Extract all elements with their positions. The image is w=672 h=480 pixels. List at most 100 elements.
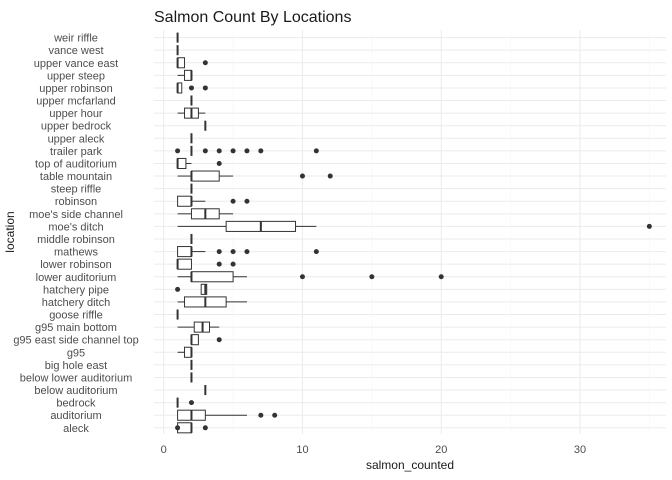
boxplot-group	[177, 346, 193, 358]
y-tick-label: upper mcfarland	[36, 96, 116, 108]
outlier-point	[202, 148, 208, 154]
y-tick-label: steep riffle	[51, 184, 102, 196]
outlier-point	[175, 425, 181, 431]
outlier-point	[188, 85, 194, 91]
grid-lines	[154, 30, 666, 434]
x-tick-label: 20	[435, 444, 447, 456]
y-tick-label: g95 east side channel top	[13, 335, 138, 347]
x-axis-tick-labels: 0 10 20 30	[161, 444, 586, 456]
iqr-box	[177, 258, 192, 270]
boxplot-group	[176, 397, 194, 408]
y-tick-label: vance west	[48, 45, 103, 57]
outlier-point	[202, 85, 208, 91]
x-tick-label: 30	[574, 444, 586, 456]
y-tick-label: robinson	[55, 196, 97, 208]
y-tick-label: trailer park	[50, 146, 102, 158]
y-tick-label: auditorium	[50, 410, 101, 422]
y-tick-label: g95 main bottom	[35, 322, 117, 334]
y-tick-label: below lower auditorium	[20, 372, 133, 384]
y-tick-label: below auditorium	[34, 385, 117, 397]
outlier-point	[202, 425, 208, 431]
y-tick-label: big hole east	[45, 360, 107, 372]
outlier-point	[244, 249, 250, 255]
outlier-point	[646, 223, 652, 229]
y-tick-label: moe's ditch	[48, 221, 103, 233]
y-tick-label: lower auditorium	[36, 272, 117, 284]
outlier-point	[327, 173, 333, 179]
boxplot-group	[177, 107, 206, 119]
boxplot-group	[175, 422, 208, 434]
outlier-point	[216, 160, 222, 166]
boxplot-group	[176, 258, 236, 270]
y-tick-label: goose riffle	[49, 310, 103, 322]
outlier-point	[188, 400, 194, 406]
outlier-point	[230, 198, 236, 204]
outlier-point	[299, 173, 305, 179]
chart-title: Salmon Count By Locations	[154, 9, 351, 26]
boxplot-group	[177, 246, 319, 258]
y-tick-label: table mountain	[40, 171, 112, 183]
boxplot-group	[175, 283, 208, 295]
boxplot-group	[177, 170, 333, 182]
y-tick-label: middle robinson	[37, 234, 115, 246]
outlier-point	[216, 148, 222, 154]
boxplot-group	[177, 220, 652, 232]
outlier-point	[230, 249, 236, 255]
iqr-box	[177, 195, 192, 207]
outlier-point	[244, 198, 250, 204]
outlier-point	[369, 274, 375, 280]
iqr-box	[184, 346, 192, 358]
boxplot-group	[190, 334, 222, 346]
boxplot-group	[176, 157, 222, 170]
y-tick-label: upper steep	[47, 70, 105, 82]
y-tick-label: hatchery ditch	[42, 297, 110, 309]
outlier-point	[313, 249, 319, 255]
y-tick-label: mathews	[54, 247, 99, 259]
boxplot-group	[177, 69, 193, 81]
y-tick-label: aleck	[63, 423, 89, 435]
iqr-box	[190, 334, 199, 346]
boxplot-group	[177, 296, 247, 308]
outlier-point	[216, 337, 222, 343]
outlier-point	[202, 60, 208, 66]
iqr-box	[177, 246, 192, 258]
y-tick-label: upper robinson	[39, 83, 112, 95]
boxplot-group	[176, 57, 208, 69]
outlier-point	[175, 286, 181, 292]
y-tick-label: moe's side channel	[29, 209, 123, 221]
y-tick-label: upper bedrock	[41, 121, 112, 133]
x-tick-label: 0	[161, 444, 167, 456]
y-tick-label: weir riffle	[53, 33, 98, 45]
outlier-point	[216, 249, 222, 255]
outlier-point	[230, 261, 236, 267]
boxplot-group	[177, 271, 444, 283]
boxplot-group	[177, 208, 234, 220]
iqr-box	[190, 170, 220, 182]
y-tick-label: lower robinson	[40, 259, 112, 271]
outlier-point	[438, 274, 444, 280]
boxplot-group	[177, 409, 278, 421]
outlier-point	[216, 261, 222, 267]
y-tick-label: hatchery pipe	[43, 284, 109, 296]
x-axis-title: salmon_counted	[366, 458, 454, 472]
y-tick-label: bedrock	[56, 398, 96, 410]
y-axis-title: location	[3, 211, 17, 252]
y-tick-label: g95	[67, 347, 85, 359]
y-tick-label: upper aleck	[48, 133, 105, 145]
outlier-point	[175, 148, 181, 154]
boxplot-group	[175, 145, 319, 156]
outlier-point	[299, 274, 305, 280]
outlier-point	[258, 412, 264, 418]
iqr-box	[190, 271, 234, 283]
y-tick-label: upper vance east	[34, 58, 118, 70]
boxplot-group	[177, 321, 220, 333]
outlier-point	[244, 148, 250, 154]
outlier-point	[272, 412, 278, 418]
boxplot-group	[176, 82, 208, 94]
iqr-box	[200, 283, 208, 295]
boxplot-group	[177, 195, 250, 207]
outlier-point	[313, 148, 319, 154]
y-tick-label: top of auditorium	[35, 158, 117, 170]
